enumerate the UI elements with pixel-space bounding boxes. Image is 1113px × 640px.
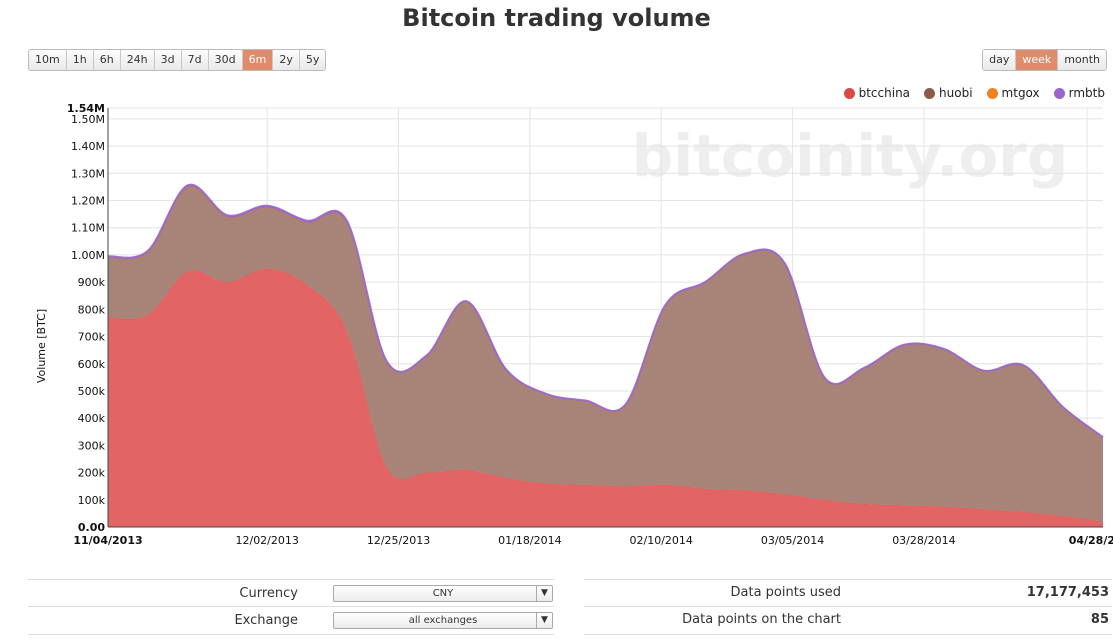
stat-points-used: Data points used 17,177,453 <box>584 579 1112 607</box>
y-tick-label: 1.20M <box>71 195 105 208</box>
y-tick-label: 200k <box>78 467 106 480</box>
y-tick-label: 100k <box>78 494 106 507</box>
range-10m-button[interactable]: 10m <box>29 50 67 70</box>
y-tick-label: 1.54M <box>67 102 105 115</box>
x-tick-label: 12/02/2013 <box>235 534 298 547</box>
line-btcchina <box>107 267 1104 523</box>
range-30d-button[interactable]: 30d <box>208 50 243 70</box>
y-tick-label: 700k <box>78 331 106 344</box>
exchange-row: Exchange all exchanges ▼ <box>28 606 554 635</box>
y-tick-label: 500k <box>78 385 106 398</box>
legend-label: mtgox <box>1001 86 1040 100</box>
range-2y-button[interactable]: 2y <box>273 50 300 70</box>
legend-item-btcchina[interactable]: btcchina <box>843 86 911 100</box>
y-tick-label: 1.30M <box>71 167 105 180</box>
x-tick-label: 11/04/2013 <box>73 534 142 547</box>
area-huobi <box>108 186 1103 522</box>
legend-dot-icon <box>843 87 855 99</box>
points-chart-label: Data points on the chart <box>682 612 841 627</box>
y-tick-label: 1.10M <box>71 222 105 235</box>
chevron-down-icon[interactable]: ▼ <box>536 613 552 628</box>
legend-dot-icon <box>1053 87 1065 99</box>
legend-item-huobi[interactable]: huobi <box>924 86 973 100</box>
points-used-label: Data points used <box>730 585 842 600</box>
period-day-button[interactable]: day <box>983 50 1017 70</box>
currency-row: Currency CNY ▼ <box>28 579 554 607</box>
x-tick-label: 02/10/2014 <box>630 534 693 547</box>
range-6h-button[interactable]: 6h <box>93 50 121 70</box>
y-tick-label: 800k <box>78 303 106 316</box>
period-month-button[interactable]: month <box>1058 50 1106 70</box>
y-tick-label: 1.00M <box>71 249 105 262</box>
period-week-button[interactable]: week <box>1016 50 1059 70</box>
exchange-value: all exchanges <box>408 615 478 626</box>
y-tick-label: 1.50M <box>71 113 105 126</box>
chart-axes: 0.00 100k 200k 300k 400k 500k 600k 700k 800k 900k… <box>67 102 1113 547</box>
range-24h-button[interactable]: 24h <box>120 50 155 70</box>
x-tick-label: 12/25/2013 <box>367 534 430 547</box>
legend-item-rmbtb[interactable]: rmbtb <box>1053 86 1105 100</box>
legend-dot-icon <box>924 87 936 99</box>
area-btcchina <box>108 268 1103 527</box>
y-tick-label: 1.40M <box>71 140 105 153</box>
time-range-selector: 10m 1h 6h 24h 3d 7d 30d 6m 2y 5y <box>28 49 327 71</box>
volume-chart: bitcoinity.org 0.00 100k 200k 300k 400k 500k 6… <box>35 102 1113 547</box>
legend-label: rmbtb <box>1068 86 1105 100</box>
page-title: Bitcoin trading volume <box>402 4 711 32</box>
x-tick-label: 03/05/2014 <box>761 534 824 547</box>
range-6m-button[interactable]: 6m <box>242 50 274 70</box>
currency-select[interactable]: CNY ▼ <box>333 585 553 602</box>
exchange-select[interactable]: all exchanges ▼ <box>333 612 553 629</box>
legend-item-mtgox[interactable]: mtgox <box>986 86 1040 100</box>
exchange-label: Exchange <box>234 613 298 628</box>
chart-areas <box>107 183 1104 527</box>
x-tick-label: 01/18/2014 <box>498 534 561 547</box>
chevron-down-icon[interactable]: ▼ <box>536 586 552 601</box>
stat-points-chart: Data points on the chart 85 <box>584 606 1112 635</box>
watermark: bitcoinity.org <box>632 122 1069 190</box>
y-tick-label: 400k <box>78 412 106 425</box>
y-tick-label: 600k <box>78 358 106 371</box>
y-tick-label: 900k <box>78 276 106 289</box>
points-chart-value: 85 <box>1090 612 1109 627</box>
currency-value: CNY <box>432 588 454 599</box>
points-used-value: 17,177,453 <box>1026 585 1109 600</box>
range-1h-button[interactable]: 1h <box>66 50 94 70</box>
legend-label: huobi <box>939 86 973 100</box>
line-rmbtb <box>107 183 1104 438</box>
period-selector: day week month <box>982 49 1107 71</box>
x-tick-label: 04/28/2 <box>1069 534 1113 547</box>
legend-label: btcchina <box>858 86 911 100</box>
range-3d-button[interactable]: 3d <box>154 50 182 70</box>
currency-label: Currency <box>239 586 298 601</box>
chart-legend: btcchina huobi mtgox rmbtb <box>843 86 1105 100</box>
x-tick-label: 03/28/2014 <box>892 534 955 547</box>
range-5y-button[interactable]: 5y <box>299 50 326 70</box>
range-7d-button[interactable]: 7d <box>181 50 209 70</box>
y-axis-label: Volume [BTC] <box>35 309 48 383</box>
legend-dot-icon <box>986 87 998 99</box>
y-tick-label: 0.00 <box>78 521 105 534</box>
y-tick-label: 300k <box>78 439 106 452</box>
